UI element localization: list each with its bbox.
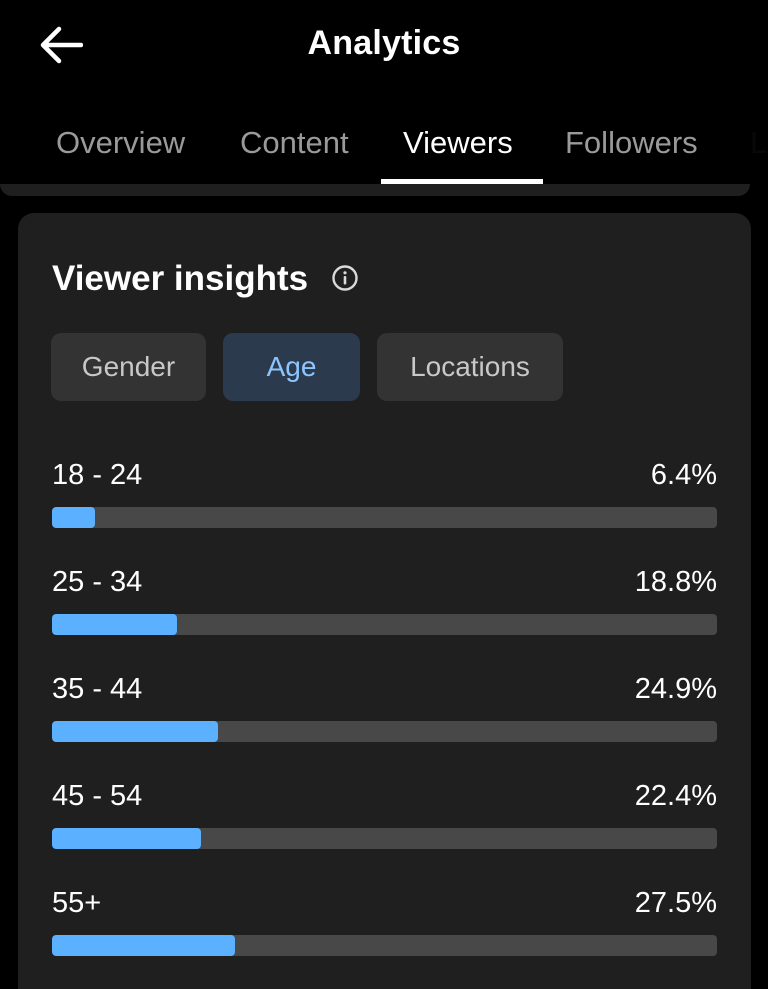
tab-bar: Overview Content Viewers Followers L xyxy=(0,108,768,184)
header: Analytics xyxy=(0,0,768,96)
age-row-35-44: 35 - 44 24.9% xyxy=(52,673,717,753)
age-percent: 6.4% xyxy=(650,459,717,491)
progress-fill xyxy=(52,721,218,742)
age-percent: 27.5% xyxy=(634,887,717,919)
progress-fill xyxy=(52,935,235,956)
previous-card-edge xyxy=(0,184,750,196)
tabs-fade-overlay xyxy=(698,100,768,186)
age-label: 45 - 54 xyxy=(52,780,143,812)
age-label: 25 - 34 xyxy=(52,566,143,598)
progress-track xyxy=(52,614,717,635)
progress-track xyxy=(52,721,717,742)
filter-gender[interactable]: Gender xyxy=(51,333,206,401)
page-title: Analytics xyxy=(307,24,461,62)
progress-fill xyxy=(52,828,201,849)
age-label: 55+ xyxy=(52,887,102,919)
age-percent: 24.9% xyxy=(634,673,717,705)
age-row-18-24: 18 - 24 6.4% xyxy=(52,459,717,539)
age-percent: 18.8% xyxy=(634,566,717,598)
tab-viewers[interactable]: Viewers xyxy=(403,125,513,160)
age-row-55-plus: 55+ 27.5% xyxy=(52,887,717,967)
age-row-25-34: 25 - 34 18.8% xyxy=(52,566,717,646)
viewer-insights-title: Viewer insights xyxy=(52,259,309,298)
viewer-insights-card: Viewer insights Gender Age Locations 18 … xyxy=(18,213,751,989)
back-button[interactable] xyxy=(30,20,90,70)
filter-age[interactable]: Age xyxy=(223,333,360,401)
active-tab-indicator xyxy=(381,179,543,184)
progress-track xyxy=(52,935,717,956)
progress-fill xyxy=(52,614,177,635)
tab-followers[interactable]: Followers xyxy=(565,125,698,160)
age-label: 18 - 24 xyxy=(52,459,143,491)
arrow-left-icon xyxy=(40,26,83,64)
tab-content[interactable]: Content xyxy=(240,125,349,160)
filter-locations[interactable]: Locations xyxy=(377,333,563,401)
progress-track xyxy=(52,507,717,528)
info-icon[interactable] xyxy=(331,264,359,292)
age-row-45-54: 45 - 54 22.4% xyxy=(52,780,717,860)
age-percent: 22.4% xyxy=(634,780,717,812)
progress-fill xyxy=(52,507,95,528)
tab-overview[interactable]: Overview xyxy=(56,125,186,160)
age-label: 35 - 44 xyxy=(52,673,143,705)
progress-track xyxy=(52,828,717,849)
